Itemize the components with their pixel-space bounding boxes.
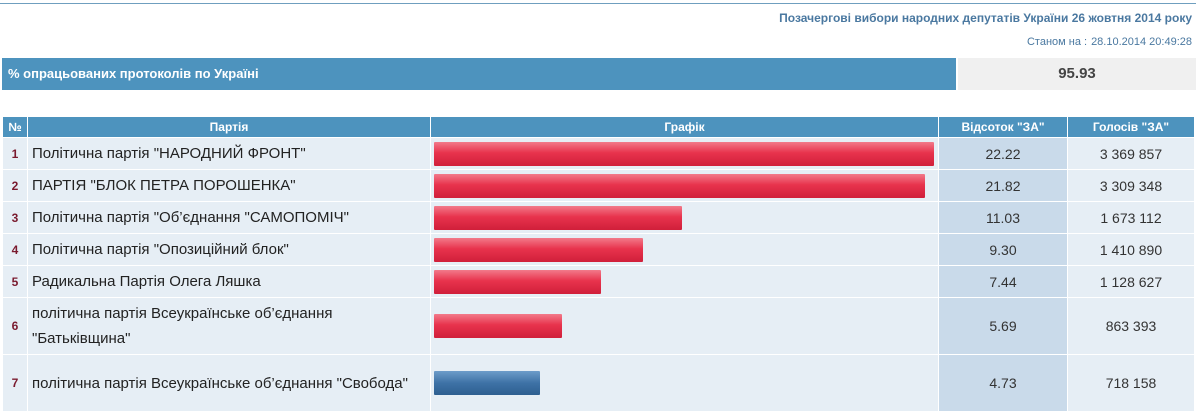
graph-cell	[430, 354, 939, 412]
vote-bar	[434, 371, 540, 395]
results-table: № Партія Графік Відсоток "ЗА" Голосів "З…	[2, 116, 1195, 412]
party-name: політична партія Всеукраїнське об’єднанн…	[27, 354, 431, 412]
vote-bar	[434, 237, 643, 262]
vote-bar	[434, 141, 934, 166]
party-name: Політична партія "Об’єднання "САМОПОМІЧ"	[27, 201, 431, 234]
page-title: Позачергові вибори народних депутатів Ук…	[779, 11, 1192, 25]
protocol-progress: % опрацьованих протоколів по Україні 95.…	[2, 58, 1196, 90]
row-number: 2	[2, 169, 28, 202]
votes-value: 718 158	[1067, 354, 1195, 412]
column-header-number: №	[2, 116, 28, 138]
percent-value: 21.82	[938, 169, 1068, 202]
graph-cell	[430, 233, 939, 266]
top-divider	[0, 3, 1196, 4]
graph-cell	[430, 265, 939, 298]
row-number: 3	[2, 201, 28, 234]
party-name: політична партія Всеукраїнське об’єднанн…	[27, 297, 431, 355]
votes-value: 1 673 112	[1067, 201, 1195, 234]
percent-value: 11.03	[938, 201, 1068, 234]
progress-value: 95.93	[958, 58, 1196, 90]
graph-cell	[430, 201, 939, 234]
table-header-row: № Партія Графік Відсоток "ЗА" Голосів "З…	[2, 116, 1195, 138]
percent-value: 5.69	[938, 297, 1068, 355]
table-row: 7 політична партія Всеукраїнське об’єднан…	[2, 354, 1195, 412]
timestamp: Станом на :28.10.2014 20:49:28	[1027, 36, 1192, 48]
table-row: 2 ПАРТІЯ "БЛОК ПЕТРА ПОРОШЕНКА" 21.82 3 309…	[2, 169, 1195, 202]
table-row: 5 Радикальна Партія Олега Ляшка 7.44 1 128 …	[2, 265, 1195, 298]
row-number: 6	[2, 297, 28, 355]
table-row: 4 Політична партія "Опозиційний блок" 9.30…	[2, 233, 1195, 266]
vote-bar	[434, 314, 562, 338]
column-header-votes: Голосів "ЗА"	[1067, 116, 1195, 138]
graph-cell	[430, 137, 939, 170]
vote-bar	[434, 173, 925, 198]
timestamp-value: 28.10.2014 20:49:28	[1091, 36, 1192, 48]
graph-cell	[430, 297, 939, 355]
percent-value: 9.30	[938, 233, 1068, 266]
votes-value: 3 369 857	[1067, 137, 1195, 170]
percent-value: 4.73	[938, 354, 1068, 412]
percent-value: 22.22	[938, 137, 1068, 170]
progress-label: % опрацьованих протоколів по Україні	[2, 58, 956, 90]
table-row: 3 Політична партія "Об’єднання "САМОПОМІЧ…	[2, 201, 1195, 234]
timestamp-label: Станом на :	[1026, 36, 1088, 48]
table-row: 6 політична партія Всеукраїнське об’єднан…	[2, 297, 1195, 355]
party-name: ПАРТІЯ "БЛОК ПЕТРА ПОРОШЕНКА"	[27, 169, 431, 202]
votes-value: 1 410 890	[1067, 233, 1195, 266]
column-header-party: Партія	[27, 116, 431, 138]
row-number: 4	[2, 233, 28, 266]
table-row: 1 Політична партія "НАРОДНИЙ ФРОНТ" 22.22 3…	[2, 137, 1195, 170]
party-name: Політична партія "Опозиційний блок"	[27, 233, 431, 266]
party-name: Політична партія "НАРОДНИЙ ФРОНТ"	[27, 137, 431, 170]
votes-value: 863 393	[1067, 297, 1195, 355]
party-name: Радикальна Партія Олега Ляшка	[27, 265, 431, 298]
column-header-percent: Відсоток "ЗА"	[938, 116, 1068, 138]
row-number: 1	[2, 137, 28, 170]
vote-bar	[434, 205, 682, 230]
percent-value: 7.44	[938, 265, 1068, 298]
votes-value: 3 309 348	[1067, 169, 1195, 202]
votes-value: 1 128 627	[1067, 265, 1195, 298]
row-number: 5	[2, 265, 28, 298]
row-number: 7	[2, 354, 28, 412]
column-header-graph: Графік	[430, 116, 939, 138]
graph-cell	[430, 169, 939, 202]
vote-bar	[434, 269, 601, 294]
results-table-container: № Партія Графік Відсоток "ЗА" Голосів "З…	[2, 116, 1195, 412]
